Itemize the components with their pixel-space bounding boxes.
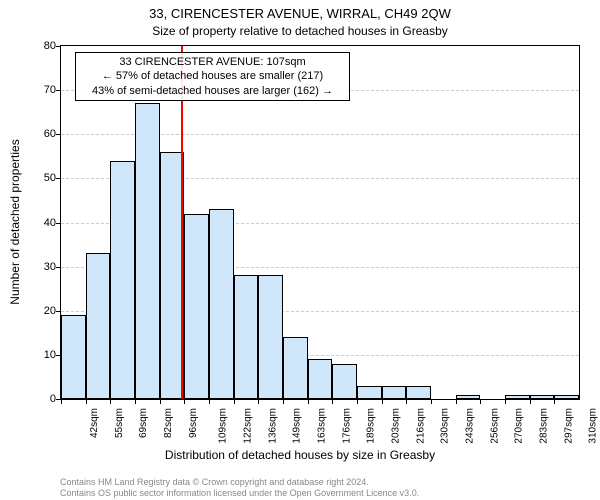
histogram-bar [332, 364, 357, 399]
x-tick-label: 149sqm [292, 408, 303, 444]
x-tick-mark [406, 400, 407, 404]
y-tick-label: 40 [16, 217, 56, 229]
x-tick-label: 69sqm [138, 408, 149, 438]
histogram-bar [406, 386, 431, 399]
x-tick-mark [135, 400, 136, 404]
histogram-bar [86, 253, 111, 399]
x-tick-mark [209, 400, 210, 404]
x-tick-mark [357, 400, 358, 404]
y-tick-mark [56, 90, 60, 91]
x-tick-mark [431, 400, 432, 404]
y-tick-mark [56, 46, 60, 47]
x-tick-mark [110, 400, 111, 404]
x-tick-label: 122sqm [243, 408, 254, 444]
x-tick-label: 297sqm [563, 408, 574, 444]
histogram-bar [61, 315, 86, 399]
histogram-bar [357, 386, 382, 399]
histogram-bar [530, 395, 555, 399]
y-tick-label: 10 [16, 349, 56, 361]
annotation-line-1: 33 CIRENCESTER AVENUE: 107sqm [80, 55, 345, 69]
y-tick-label: 20 [16, 305, 56, 317]
annotation-line-3: 43% of semi-detached houses are larger (… [80, 84, 345, 98]
x-tick-mark [234, 400, 235, 404]
histogram-bar [184, 214, 209, 399]
y-tick-label: 50 [16, 172, 56, 184]
histogram-bar [308, 359, 333, 399]
x-tick-mark [456, 400, 457, 404]
x-tick-label: 189sqm [366, 408, 377, 444]
y-tick-label: 0 [16, 393, 56, 405]
x-tick-label: 42sqm [89, 408, 100, 438]
histogram-bar [283, 337, 308, 399]
histogram-bar [382, 386, 407, 399]
chart-subtitle: Size of property relative to detached ho… [0, 24, 600, 38]
x-tick-mark [480, 400, 481, 404]
y-tick-label: 60 [16, 128, 56, 140]
x-tick-label: 283sqm [539, 408, 550, 444]
x-tick-label: 203sqm [391, 408, 402, 444]
histogram-bar [209, 209, 234, 399]
histogram-bar [505, 395, 530, 399]
y-tick-mark [56, 355, 60, 356]
footer-note: Contains HM Land Registry data © Crown c… [60, 477, 419, 498]
x-tick-label: 136sqm [267, 408, 278, 444]
x-tick-mark [308, 400, 309, 404]
x-tick-label: 230sqm [440, 408, 451, 444]
x-axis-label: Distribution of detached houses by size … [0, 448, 600, 462]
histogram-bar [258, 275, 283, 399]
x-tick-label: 270sqm [514, 408, 525, 444]
x-tick-label: 109sqm [218, 408, 229, 444]
y-tick-mark [56, 134, 60, 135]
x-tick-mark [184, 400, 185, 404]
y-tick-mark [56, 399, 60, 400]
x-tick-label: 256sqm [489, 408, 500, 444]
y-tick-mark [56, 178, 60, 179]
x-tick-label: 216sqm [415, 408, 426, 444]
x-tick-label: 55sqm [114, 408, 125, 438]
x-tick-mark [505, 400, 506, 404]
x-tick-label: 163sqm [317, 408, 328, 444]
y-tick-label: 80 [16, 40, 56, 52]
x-tick-label: 82sqm [163, 408, 174, 438]
reference-annotation: 33 CIRENCESTER AVENUE: 107sqm ← 57% of d… [75, 52, 350, 101]
x-tick-mark [530, 400, 531, 404]
histogram-bar [110, 161, 135, 399]
y-tick-label: 30 [16, 261, 56, 273]
annotation-line-2: ← 57% of detached houses are smaller (21… [80, 69, 345, 83]
histogram-bar [554, 395, 579, 399]
x-tick-mark [160, 400, 161, 404]
x-tick-label: 310sqm [588, 408, 599, 444]
footer-line-2: Contains OS public sector information li… [60, 488, 419, 498]
chart-container: 33, CIRENCESTER AVENUE, WIRRAL, CH49 2QW… [0, 0, 600, 500]
x-tick-mark [382, 400, 383, 404]
histogram-bar [234, 275, 259, 399]
y-tick-mark [56, 267, 60, 268]
histogram-bar [135, 103, 160, 399]
x-tick-label: 243sqm [465, 408, 476, 444]
x-tick-label: 96sqm [188, 408, 199, 438]
y-tick-label: 70 [16, 84, 56, 96]
x-tick-mark [258, 400, 259, 404]
chart-title: 33, CIRENCESTER AVENUE, WIRRAL, CH49 2QW [0, 6, 600, 21]
x-tick-label: 176sqm [341, 408, 352, 444]
x-tick-mark [283, 400, 284, 404]
x-tick-mark [86, 400, 87, 404]
x-tick-mark [332, 400, 333, 404]
x-tick-mark [554, 400, 555, 404]
footer-line-1: Contains HM Land Registry data © Crown c… [60, 477, 419, 487]
histogram-bar [456, 395, 481, 399]
y-tick-mark [56, 223, 60, 224]
y-tick-mark [56, 311, 60, 312]
x-tick-mark [61, 400, 62, 404]
